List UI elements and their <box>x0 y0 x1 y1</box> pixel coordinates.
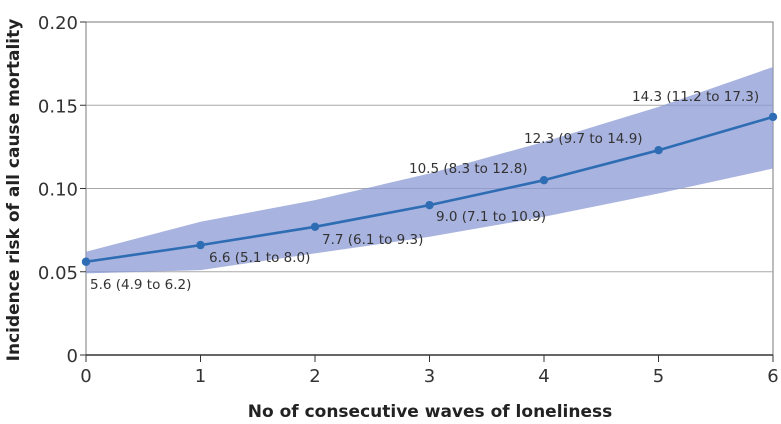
data-point-6 <box>768 112 778 122</box>
y-tick-label-2: 0.10 <box>38 180 78 201</box>
data-label-2: 7.7 (6.1 to 9.3) <box>322 232 423 248</box>
x-tick-label-6: 6 <box>767 366 778 387</box>
data-label-4: 10.5 (8.3 to 12.8) <box>409 161 528 177</box>
data-point-3 <box>425 200 434 210</box>
y-tick-label-1: 0.05 <box>38 263 78 284</box>
x-axis-title: No of consecutive waves of loneliness <box>248 402 612 422</box>
y-tick-label-0: 0 <box>67 346 78 367</box>
x-tick-label-0: 0 <box>80 366 91 387</box>
x-tick-label-1: 1 <box>195 366 206 387</box>
data-label-1: 6.6 (5.1 to 8.0) <box>209 250 310 266</box>
data-point-5 <box>654 146 663 155</box>
x-tick-label-5: 5 <box>653 366 664 387</box>
data-label-3: 9.0 (7.1 to 10.9) <box>436 209 546 225</box>
y-tick-label-3: 0.15 <box>38 96 78 117</box>
data-labels: 5.6 (4.9 to 6.2) 6.6 (5.1 to 8.0) 7.7 (6… <box>90 89 759 293</box>
confidence-band <box>86 66 773 274</box>
x-tick-label-4: 4 <box>538 366 549 387</box>
data-label-5: 12.3 (9.7 to 14.9) <box>524 131 643 147</box>
x-tick-label-3: 3 <box>424 366 435 387</box>
y-tick-label-4: 0.20 <box>38 13 78 34</box>
x-ticks: 0 1 2 3 4 5 6 <box>80 355 779 387</box>
data-label-0: 5.6 (4.9 to 6.2) <box>90 277 191 293</box>
data-point-0 <box>81 257 91 266</box>
confidence-band-layer <box>86 66 773 274</box>
y-ticks: 0 0.05 0.10 0.15 0.20 <box>38 13 86 367</box>
data-point-2 <box>310 222 320 231</box>
data-label-6: 14.3 (11.2 to 17.3) <box>632 89 759 105</box>
data-points <box>81 112 778 266</box>
y-axis-title: Incidence risk of all cause mortality <box>4 19 24 362</box>
data-point-4 <box>539 175 549 185</box>
data-point-1 <box>196 240 205 250</box>
x-tick-label-2: 2 <box>309 366 320 387</box>
